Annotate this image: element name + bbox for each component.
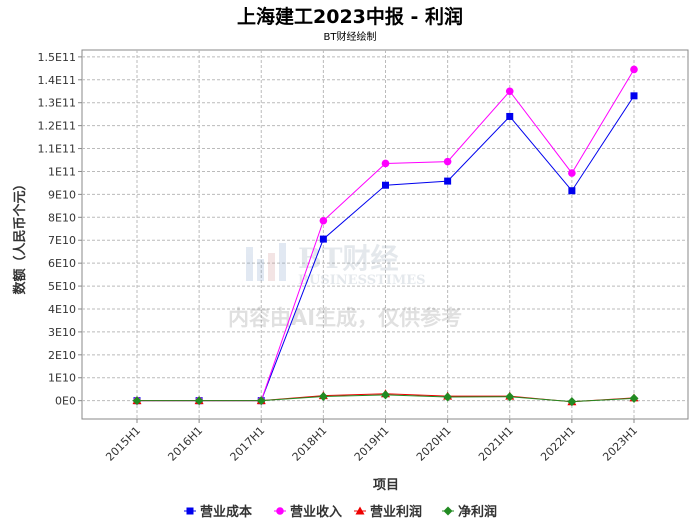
data-point [444,177,452,185]
data-point [505,392,515,402]
watermark: BT财经 BUSINESSTIMES 内容由AI生成，仅供参考 [228,242,462,330]
data-point [505,87,514,96]
x-tick-label: 2018H1 [290,424,330,464]
data-point [506,112,514,120]
grid-lines [82,50,688,419]
chart-subtitle: BT财经绘制 [323,32,377,43]
data-point [443,392,453,402]
y-tick-label: 7E10 [48,234,76,247]
watermark-notice: 内容由AI生成，仅供参考 [228,306,462,330]
x-tick-label: 2022H1 [538,424,578,464]
x-tick-label: 2017H1 [228,424,268,464]
data-point [443,157,452,166]
watermark-brand: BT财经 [298,242,399,275]
x-tick-label: 2016H1 [165,424,205,464]
y-tick-label: 5E10 [48,280,76,293]
y-tick-label: 1.3E11 [38,97,76,110]
legend-label: 营业利润 [370,504,422,520]
data-point [630,92,638,100]
data-point [256,396,266,406]
data-point [382,181,389,189]
y-tick-label: 1.2E11 [38,120,76,133]
data-point [319,235,327,243]
watermark-logo-bar-4 [279,243,286,281]
y-tick-label: 1E10 [48,372,76,385]
legend-marker [355,506,365,515]
data-point [567,397,577,407]
legend-label: 营业成本 [200,504,252,520]
data-point [319,216,328,225]
data-point [629,393,639,403]
legend-marker [443,506,453,516]
legend-item: 营业收入 [274,504,342,520]
legend-label: 净利润 [458,504,497,520]
data-point [568,169,576,177]
y-tick-label: 1E11 [48,165,76,178]
legend-marker [276,507,284,515]
watermark-logo-bar-3 [268,253,275,281]
y-tick-label: 2E10 [48,349,76,362]
legend-item: 净利润 [442,504,497,520]
legend-label: 营业收入 [290,504,342,520]
legend-item: 营业成本 [184,504,252,520]
watermark-logo-bar-2 [257,259,264,281]
data-point [318,392,328,402]
y-tick-label: 1.4E11 [38,74,76,87]
series [132,65,639,407]
data-point [194,396,204,406]
chart-title: 上海建工2023中报 - 利润 [237,6,463,28]
y-tick-label: 6E10 [48,257,76,270]
series-4 [132,390,639,407]
y-tick-label: 9E10 [48,188,76,201]
y-tick-label: 1.5E11 [38,51,76,64]
data-point [381,159,390,168]
x-axis-title: 项目 [373,478,399,493]
y-tick-label: 4E10 [48,303,76,316]
legend-item: 营业利润 [354,504,422,520]
y-tick-label: 8E10 [48,211,76,224]
y-axis-title: 数额（人民币个元） [12,177,28,294]
x-axis-ticks: 2015H1 2016H1 2017H1 2018H1 2019H1 2020H1 2021… [103,419,640,464]
x-tick-label: 2015H1 [103,424,143,464]
legend: 营业成本 营业收入 营业利润 净利润 [184,504,497,520]
y-axis-ticks: 0E0 1E10 2E10 3E10 4E10 5E10 6E10 7E10 8E10 9E10 1… [38,51,82,408]
x-tick-label: 2020H1 [414,424,454,464]
x-tick-label: 2023H1 [600,424,640,464]
x-tick-label: 2019H1 [352,424,392,464]
legend-marker [186,507,194,515]
data-point [568,187,576,195]
data-point [132,396,142,406]
y-tick-label: 1.1E11 [38,143,76,156]
x-tick-label: 2021H1 [476,424,516,464]
y-tick-label: 0E0 [55,395,76,408]
y-tick-label: 3E10 [48,326,76,339]
data-point [381,390,390,400]
watermark-logo-bar-1 [246,247,253,281]
watermark-brand-en: BUSINESSTIMES [298,273,426,288]
data-point [630,65,638,74]
